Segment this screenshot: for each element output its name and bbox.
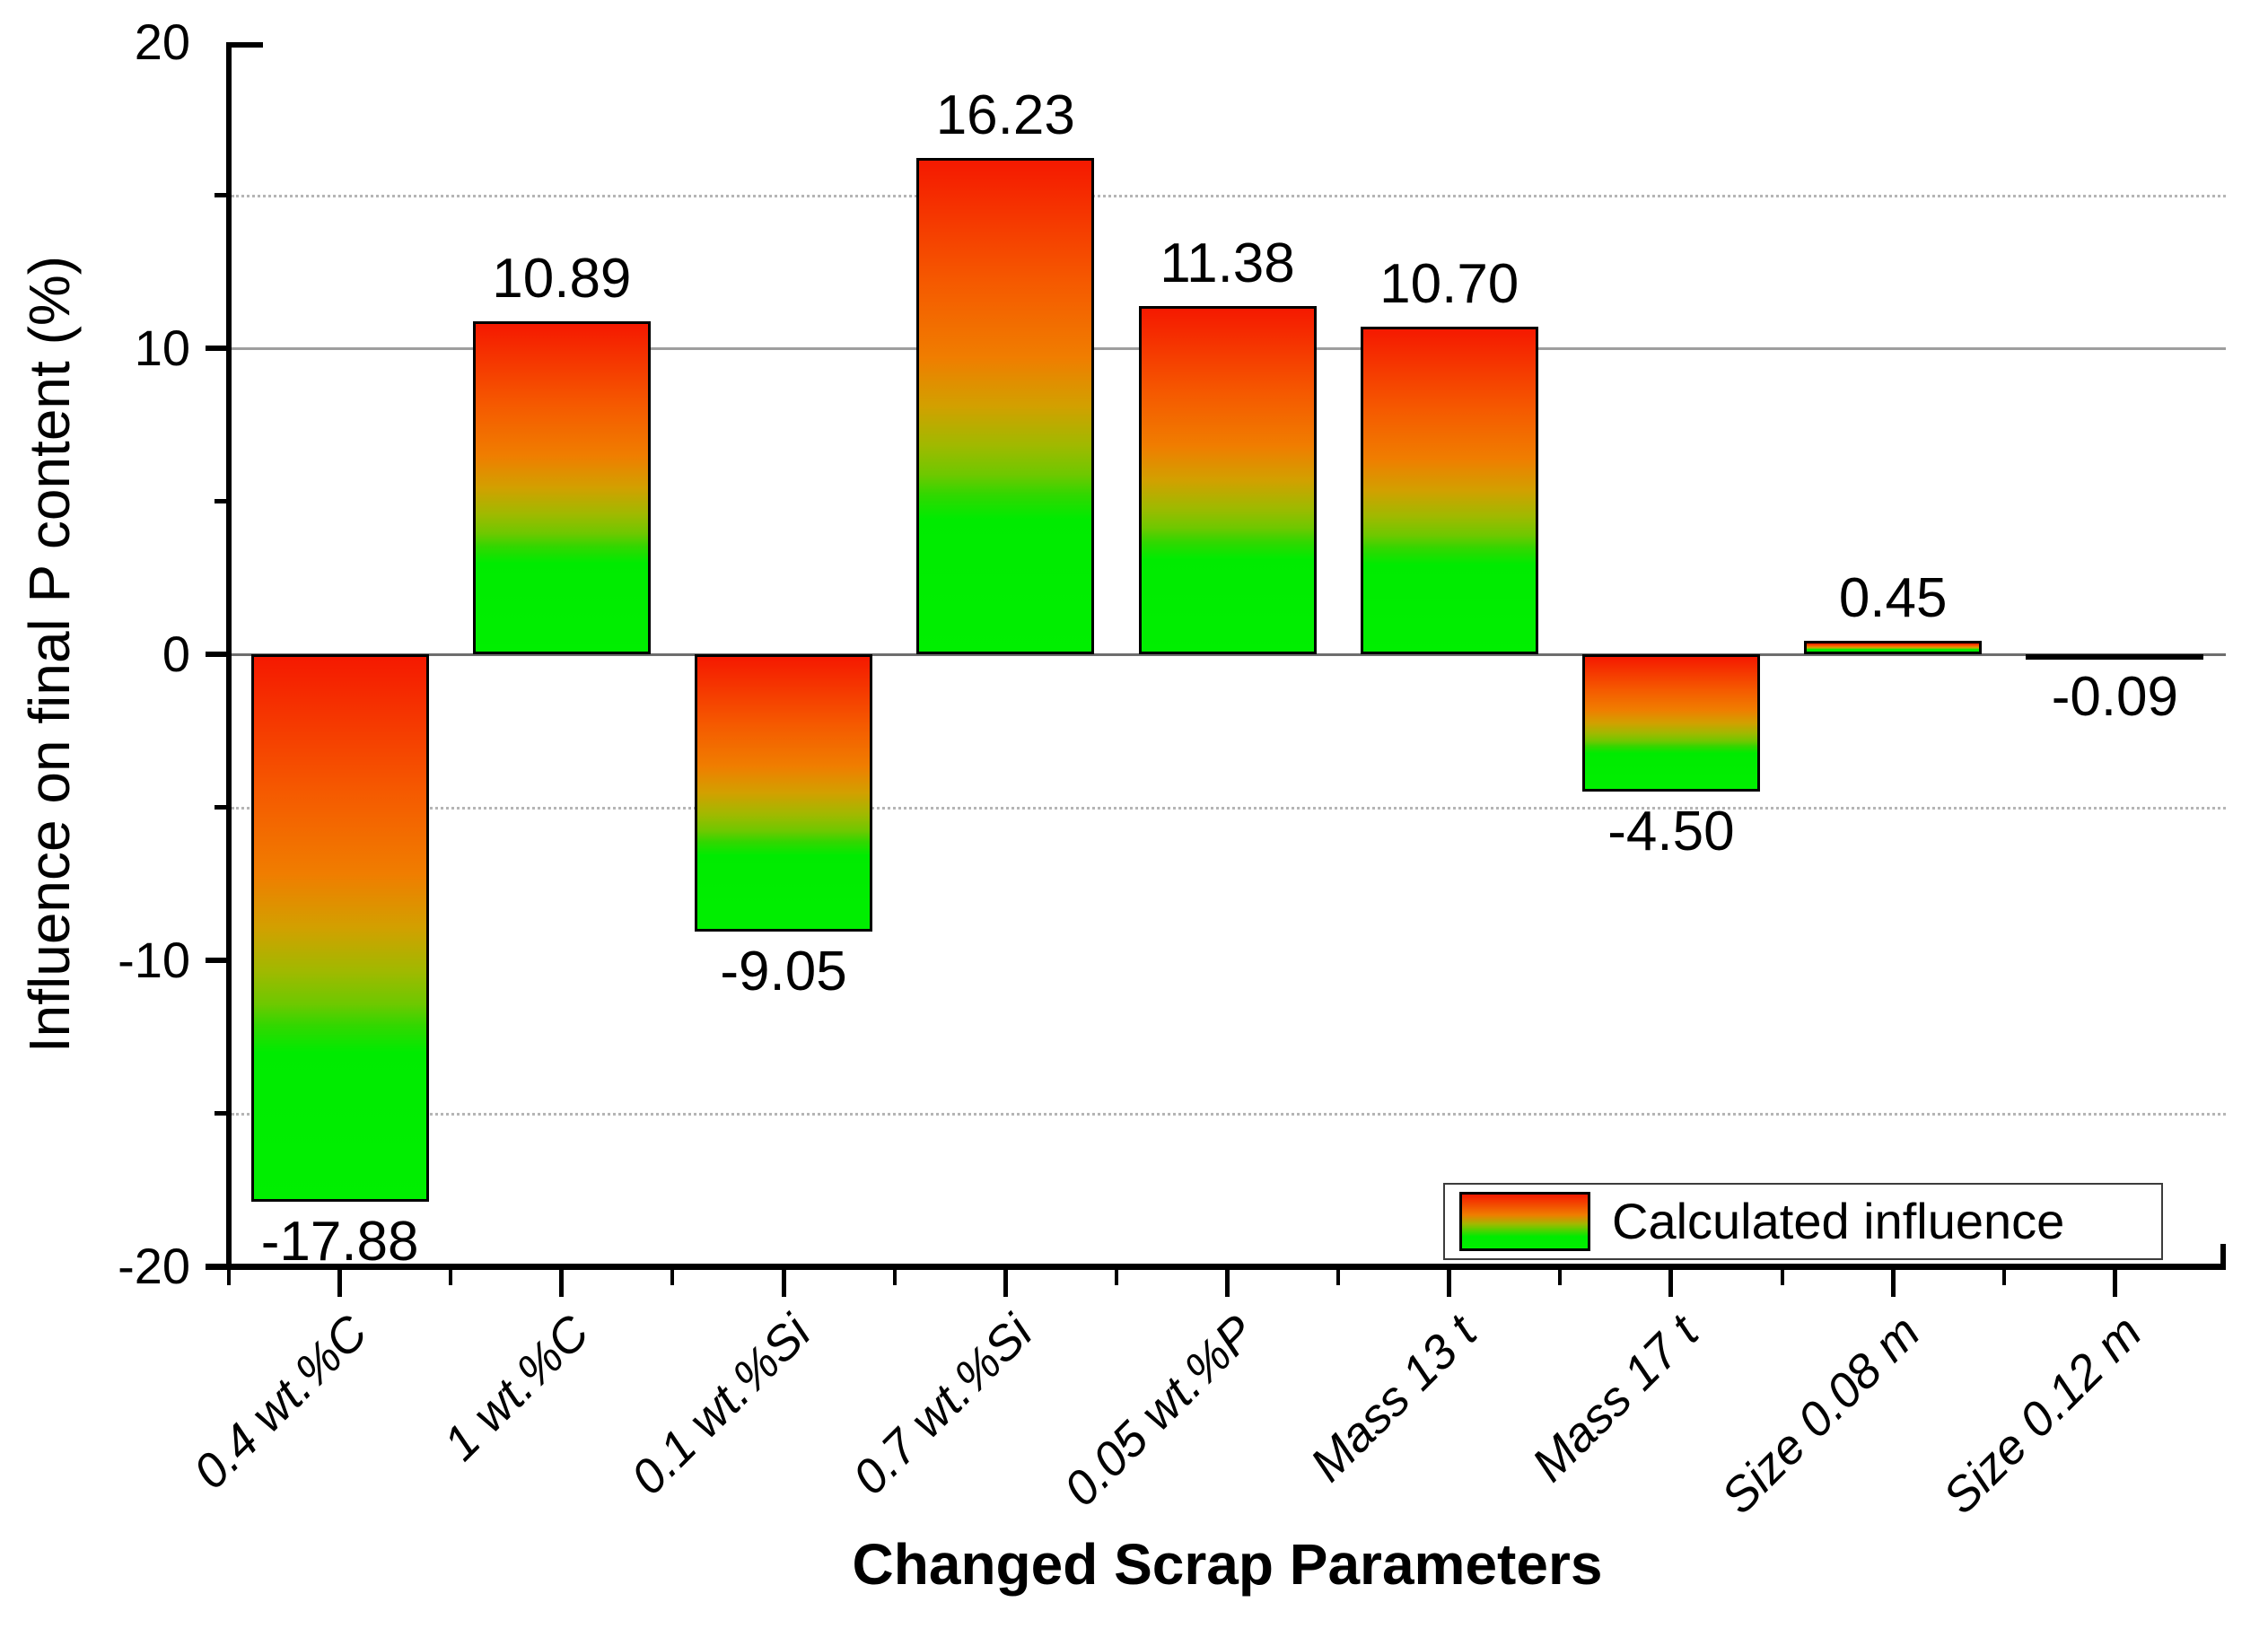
y-tick-label: -10 — [118, 932, 190, 988]
y-axis-title: Influence on final P content (%) — [17, 255, 82, 1054]
bar — [695, 654, 873, 932]
bar-value-label: -9.05 — [720, 940, 847, 1002]
bar-value-label: 11.38 — [1160, 232, 1295, 294]
x-major-tick — [1225, 1270, 1230, 1297]
y-tick-label: -20 — [118, 1238, 190, 1294]
x-minor-tick — [892, 1270, 897, 1285]
x-major-tick — [2112, 1270, 2117, 1297]
x-axis-right-cap — [2220, 1244, 2226, 1266]
y-major-tick — [206, 346, 229, 351]
x-major-tick — [1668, 1270, 1674, 1297]
y-minor-tick — [215, 1111, 229, 1116]
y-minor-tick — [215, 805, 229, 810]
legend-label: Calculated influence — [1612, 1193, 2065, 1249]
bar-value-label: 10.89 — [492, 247, 632, 310]
x-minor-tick — [1336, 1270, 1341, 1285]
x-minor-tick — [227, 1270, 231, 1285]
x-minor-tick — [449, 1270, 453, 1285]
x-major-tick — [337, 1270, 343, 1297]
bar-value-label: -17.88 — [260, 1210, 419, 1273]
bar — [1804, 640, 1983, 654]
y-tick-label: 10 — [134, 320, 190, 376]
bar-value-label: 0.45 — [1838, 566, 1948, 629]
bar-value-label: 10.70 — [1379, 253, 1519, 316]
bar — [472, 320, 651, 654]
legend-gradient-swatch-icon — [1459, 1192, 1590, 1251]
x-minor-tick — [2001, 1270, 2006, 1285]
bar — [250, 654, 429, 1202]
dotted-gridline — [232, 1112, 2226, 1116]
bar — [1360, 327, 1538, 654]
x-axis-spine — [206, 1264, 2226, 1270]
bar — [916, 157, 1095, 654]
x-minor-tick — [1558, 1270, 1563, 1285]
x-minor-tick — [1114, 1270, 1118, 1285]
bar — [2026, 654, 2204, 660]
y-minor-tick — [215, 499, 229, 503]
legend: Calculated influence — [1443, 1183, 2163, 1260]
y-tick-label: 0 — [162, 626, 190, 682]
x-major-tick — [1890, 1270, 1896, 1297]
x-major-tick — [559, 1270, 565, 1297]
y-major-tick — [206, 652, 229, 657]
y-minor-tick — [215, 193, 229, 197]
y-tick-label: 20 — [134, 13, 190, 70]
bar-value-label: -0.09 — [2051, 666, 2179, 729]
dotted-gridline — [232, 806, 2226, 810]
bar — [1581, 654, 1760, 792]
x-minor-tick — [670, 1270, 675, 1285]
x-axis-title: Changed Scrap Parameters — [852, 1532, 1603, 1597]
x-major-tick — [1447, 1270, 1452, 1297]
zero-baseline — [232, 653, 2226, 656]
x-major-tick — [1003, 1270, 1008, 1297]
bar-value-label: -4.50 — [1607, 801, 1735, 863]
y-axis-top-cap — [229, 42, 263, 48]
bar-value-label: 16.23 — [935, 83, 1075, 146]
x-major-tick — [781, 1270, 786, 1297]
bar — [1138, 305, 1317, 654]
x-minor-tick — [1780, 1270, 1784, 1285]
y-major-tick — [206, 958, 229, 963]
dotted-gridline — [232, 194, 2226, 197]
y-major-tick — [206, 1264, 229, 1269]
y-axis-spine — [226, 42, 232, 1269]
